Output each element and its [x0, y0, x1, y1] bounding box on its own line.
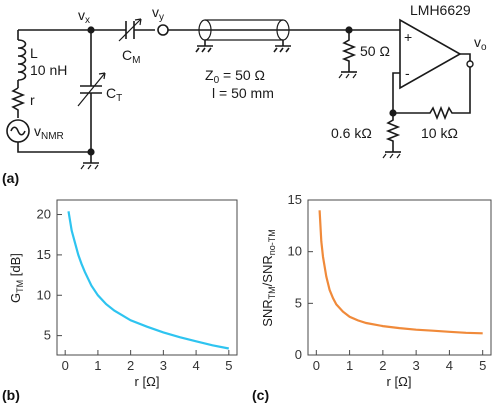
node-vy-open	[157, 24, 169, 36]
y-tick-label: 0	[295, 347, 302, 362]
y-tick-label: 10	[288, 244, 302, 259]
label-output: vo	[474, 34, 487, 53]
ground-left	[83, 152, 99, 164]
label-z0: Z0 = 50 Ω	[205, 67, 265, 86]
resistor-feedback	[393, 67, 471, 121]
x-tick-label: 5	[479, 358, 486, 373]
label-amp-name: LMH6629	[410, 2, 471, 18]
x-tick-label: 1	[94, 358, 101, 373]
y-tick-label: 5	[295, 295, 302, 310]
resistor-termination	[338, 30, 357, 79]
x-tick-label: 5	[225, 358, 232, 373]
source-vnmr	[6, 119, 91, 153]
label-line-length: l = 50 mm	[212, 85, 274, 101]
x-tick-label: 2	[127, 358, 134, 373]
coax-transmission-line	[195, 19, 291, 53]
wire-minus-input	[392, 72, 400, 113]
x-tick-label: 3	[413, 358, 420, 373]
label-inductor-value: 10 nH	[30, 62, 67, 78]
resistor-ground	[382, 113, 401, 159]
chart-b-ylabel: GTM [dB]	[8, 253, 25, 303]
circuit-schematic: vx vy CM CT L 10 nH r vNMR Z0 = 50 Ω l =…	[2, 2, 487, 186]
label-term-resistor: 50 Ω	[360, 43, 390, 59]
panel-label-c: (c)	[252, 387, 269, 403]
chart-c-ticks: 0 1 2 3 4 5 0 5 10 15	[288, 192, 487, 373]
x-tick-label: 2	[379, 358, 386, 373]
y-tick-label: 5	[44, 328, 51, 343]
panel-label-b: (b)	[2, 387, 20, 403]
label-vx: vx	[78, 7, 90, 26]
chart-b-xlabel: r [Ω]	[135, 374, 160, 389]
label-inductor-name: L	[30, 45, 38, 61]
y-tick-label: 10	[37, 287, 51, 302]
x-tick-label: 3	[160, 358, 167, 373]
y-tick-label: 15	[37, 247, 51, 262]
capacitor-cm	[118, 18, 155, 42]
capacitor-ct	[77, 30, 106, 152]
x-tick-label: 1	[346, 358, 353, 373]
chart-c-xlabel: r [Ω]	[387, 374, 412, 389]
label-plus: +	[404, 29, 412, 45]
x-tick-label: 0	[62, 358, 69, 373]
resistor-r	[10, 87, 26, 118]
y-tick-label: 20	[37, 207, 51, 222]
label-ct: CT	[106, 85, 122, 104]
label-source: vNMR	[34, 123, 64, 142]
chart-gtm: 0 1 2 3 4 5 5 10 15 20 GTM [dB] r [Ω] (b)	[2, 199, 238, 403]
x-tick-label: 4	[446, 358, 453, 373]
x-tick-label: 4	[192, 358, 199, 373]
chart-c-ylabel: SNRTM/SNRno-TM	[260, 229, 277, 327]
chart-snr-ratio: 0 1 2 3 4 5 0 5 10 15 SNRTM/SNRno-TM r [Ω] (c)	[252, 192, 492, 403]
y-tick-label: 15	[288, 192, 302, 207]
opamp-lmh6629	[399, 18, 474, 90]
panel-label-a: (a)	[2, 170, 19, 186]
chart-b-frame	[56, 199, 238, 356]
label-resistor-r: r	[30, 92, 35, 108]
label-cm: CM	[122, 47, 140, 66]
chart-c-frame	[307, 199, 492, 356]
label-r-ground: 0.6 kΩ	[331, 125, 372, 141]
chart-b-ticks: 0 1 2 3 4 5 5 10 15 20	[37, 207, 233, 373]
inductor-l	[17, 30, 27, 88]
chart-b-series-line	[67, 211, 230, 350]
x-tick-label: 0	[313, 358, 320, 373]
label-vy: vy	[152, 4, 164, 23]
chart-c-series-line	[318, 210, 483, 335]
label-r-feedback: 10 kΩ	[421, 125, 458, 141]
label-minus: -	[405, 65, 410, 81]
